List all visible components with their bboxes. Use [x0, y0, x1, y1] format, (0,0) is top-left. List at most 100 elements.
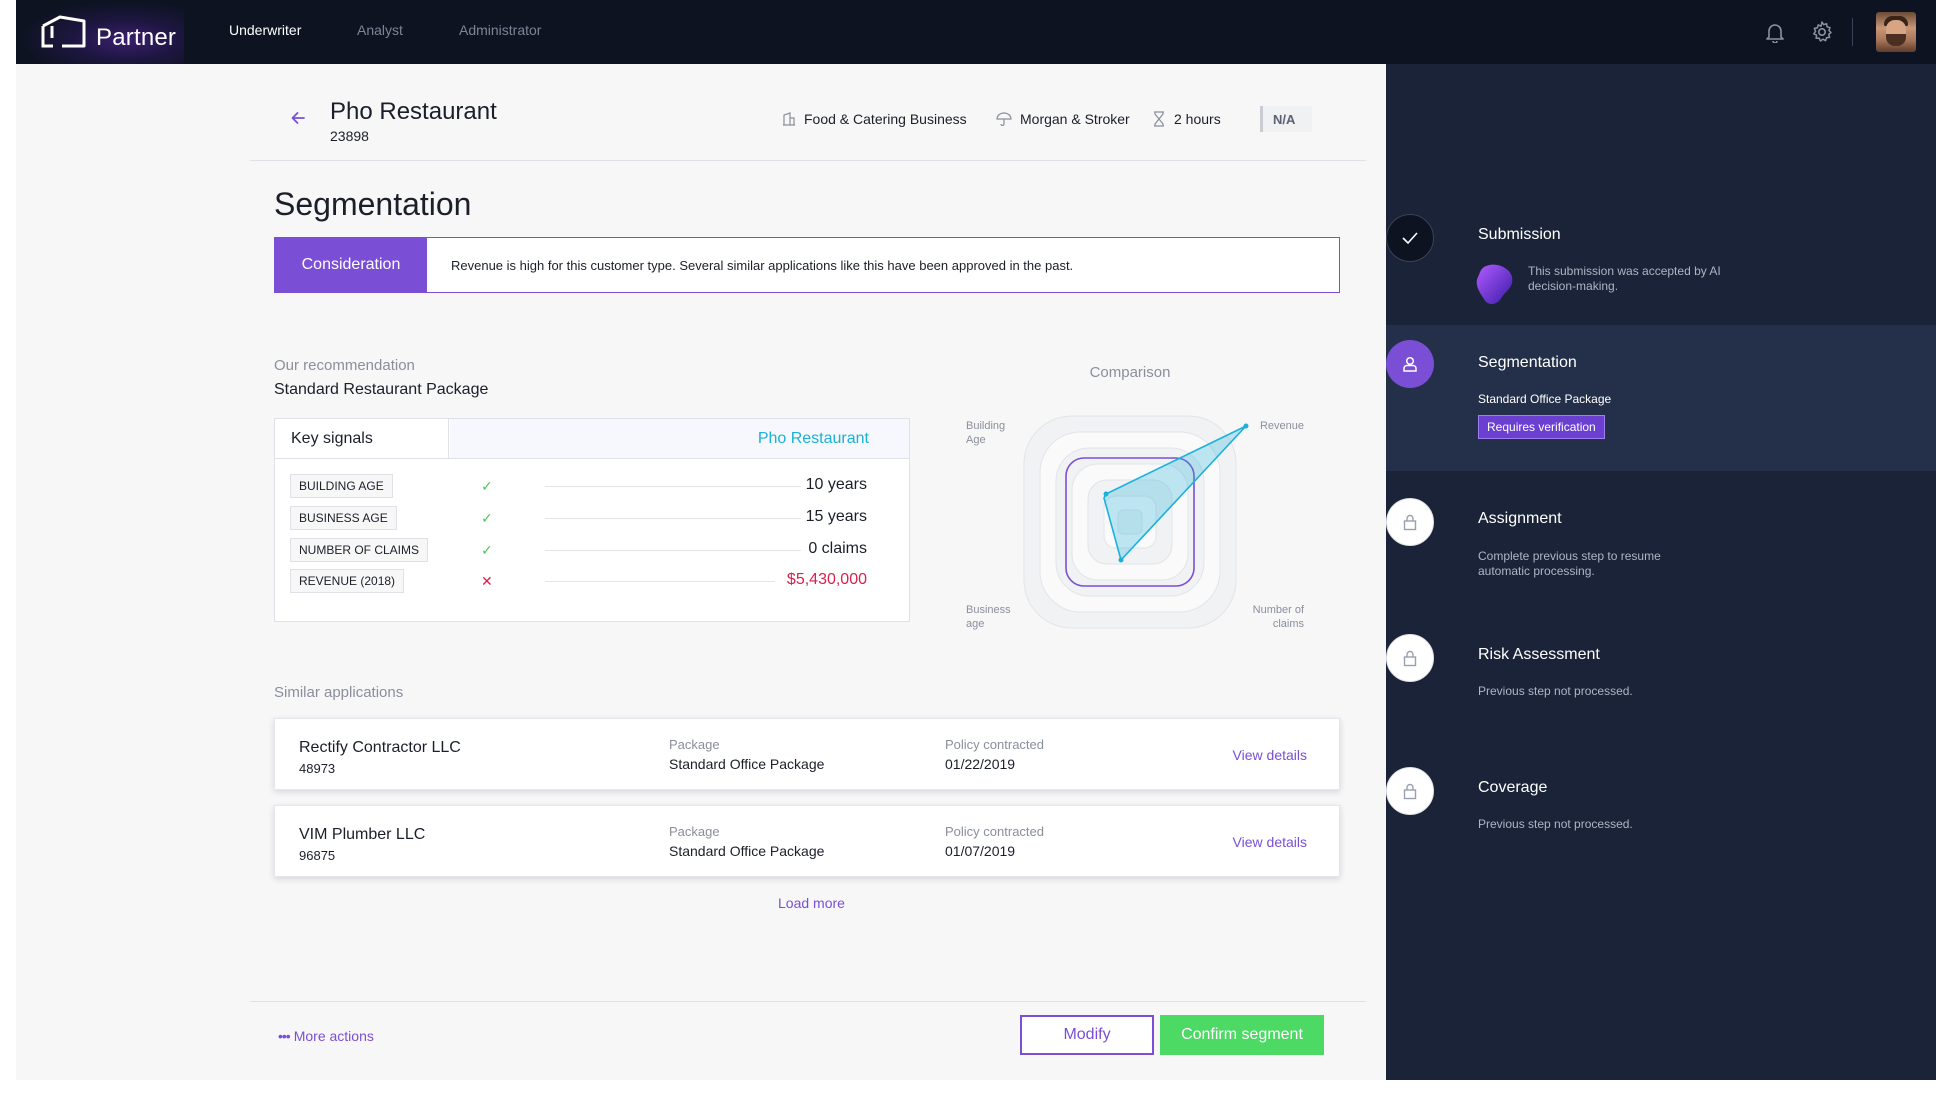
policy-date: 01/07/2019 [945, 843, 1016, 859]
step-segmentation[interactable] [1386, 340, 1434, 388]
logo-icon [41, 15, 86, 48]
radar-typical-outline [1065, 457, 1195, 587]
broker-text: Morgan & Stroker [1020, 111, 1130, 127]
time-meta: 2 hours [1152, 111, 1221, 127]
view-details-link[interactable]: View details [1232, 747, 1307, 763]
lock-icon [1403, 650, 1417, 667]
axis-label-building-age-1: Building [966, 420, 1005, 432]
axis-label-claims-1: Number of [1253, 604, 1305, 616]
app-name: VIM Plumber LLC [299, 826, 426, 843]
header-divider [250, 160, 1366, 161]
policy-key: Policy contracted [945, 824, 1044, 839]
nav-administrator[interactable]: Administrator [459, 22, 542, 38]
step-desc: Standard Office Package [1478, 392, 1612, 406]
app-frame: Partner Underwriter Analyst Administrato… [16, 0, 1936, 1080]
signal-value: $5,430,000 [786, 571, 867, 588]
axis-label-business-age-1: Business [966, 604, 1011, 616]
load-more-link[interactable]: Load more [778, 895, 845, 911]
check-icon: ✓ [481, 510, 493, 526]
policy-date: 01/22/2019 [945, 756, 1016, 772]
step-title: Submission [1478, 226, 1561, 243]
progress-panel: Submission This submission was accepted … [1386, 64, 1936, 1080]
industry-meta: Food & Catering Business [782, 111, 967, 127]
signal-leader-line [545, 581, 775, 582]
nav-analyst[interactable]: Analyst [357, 22, 403, 38]
step-coverage[interactable] [1386, 767, 1434, 815]
step-desc: Previous step not processed. [1478, 817, 1633, 831]
lock-icon [1403, 783, 1417, 800]
signal-row: NUMBER OF CLAIMS ✓ 0 claims [275, 538, 909, 564]
policy-key: Policy contracted [945, 737, 1044, 752]
signal-leader-line [545, 486, 801, 487]
step-desc: Previous step not processed. [1478, 684, 1633, 698]
similar-label: Similar applications [274, 684, 404, 701]
industry-text: Food & Catering Business [804, 111, 967, 127]
step-submission[interactable] [1386, 214, 1434, 262]
brand-name: Partner [96, 24, 177, 51]
consideration-tag: Consideration [275, 238, 427, 292]
nav-underwriter[interactable]: Underwriter [229, 22, 302, 38]
comparison-chart: Comparison Building Age Revenue Business… [956, 360, 1316, 640]
more-dots-icon: ••• [278, 1028, 291, 1044]
radar-chart: Comparison Building Age Revenue Business… [966, 364, 1305, 630]
signal-label: REVENUE (2018) [290, 569, 405, 593]
radar-point [1243, 423, 1249, 429]
similar-app-card: Rectify Contractor LLC 48973 Package Sta… [274, 718, 1340, 790]
top-divider [1852, 18, 1853, 46]
check-icon: ✓ [481, 478, 493, 494]
back-arrow-icon[interactable] [290, 110, 306, 131]
hourglass-icon [1154, 111, 1164, 127]
confirm-segment-button[interactable]: Confirm segment [1160, 1015, 1324, 1055]
signal-leader-line [545, 518, 801, 519]
step-assignment[interactable] [1386, 498, 1434, 546]
step-risk-assessment[interactable] [1386, 634, 1434, 682]
more-actions-link[interactable]: ••• More actions [278, 1028, 374, 1044]
more-actions-label: More actions [293, 1028, 374, 1044]
similar-app-card: VIM Plumber LLC 96875 Package Standard O… [274, 805, 1340, 877]
lock-icon [1403, 514, 1417, 531]
signal-label: BUILDING AGE [290, 474, 393, 498]
consideration-message: Revenue is high for this customer type. … [451, 257, 1074, 273]
signal-value: 15 years [805, 508, 867, 525]
package-key: Package [669, 824, 720, 839]
key-signals-header: Key signals Pho Restaurant [275, 419, 909, 459]
broker-meta: Morgan & Stroker [996, 111, 1130, 127]
logo[interactable]: Partner [16, 0, 184, 64]
radar-point [1118, 557, 1124, 563]
gear-icon[interactable] [1807, 17, 1837, 47]
app-id: 96875 [299, 848, 336, 863]
signal-leader-line [545, 550, 801, 551]
key-signals-title: Key signals [275, 419, 449, 458]
signal-row: BUSINESS AGE ✓ 15 years [275, 506, 909, 532]
axis-label-claims-2: claims [1273, 618, 1305, 630]
ai-brain-icon [1476, 264, 1513, 305]
axis-label-building-age-2: Age [966, 434, 986, 446]
section-title: Segmentation [274, 186, 472, 222]
app-id: 48973 [299, 761, 336, 776]
radar-point [1103, 491, 1109, 497]
signal-label: NUMBER OF CLAIMS [290, 538, 429, 562]
step-desc: Complete previous step to resume automat… [1478, 549, 1661, 578]
step-title: Assignment [1478, 510, 1562, 527]
bell-icon[interactable] [1760, 17, 1790, 47]
package-key: Package [669, 737, 720, 752]
active-step-highlight [1386, 325, 1936, 471]
axis-label-business-age-2: age [966, 618, 984, 630]
signal-value: 0 claims [808, 540, 867, 557]
step-title: Segmentation [1478, 354, 1577, 371]
avatar[interactable] [1876, 12, 1916, 52]
time-text: 2 hours [1174, 111, 1221, 127]
signal-label: BUSINESS AGE [290, 506, 397, 530]
recommendation-label: Our recommendation [274, 357, 415, 374]
step-title: Risk Assessment [1478, 646, 1600, 663]
building-icon [783, 112, 795, 126]
requires-verification-badge[interactable]: Requires verification [1478, 415, 1605, 439]
key-signals-business: Pho Restaurant [450, 419, 909, 458]
consideration-banner: Consideration Revenue is high for this c… [274, 237, 1340, 293]
status-badge: N/A [1260, 106, 1312, 132]
modify-button[interactable]: Modify [1020, 1015, 1154, 1055]
check-icon [1402, 232, 1418, 245]
top-bar: Partner Underwriter Analyst Administrato… [16, 0, 1936, 64]
view-details-link[interactable]: View details [1232, 834, 1307, 850]
package-value: Standard Office Package [669, 756, 825, 772]
